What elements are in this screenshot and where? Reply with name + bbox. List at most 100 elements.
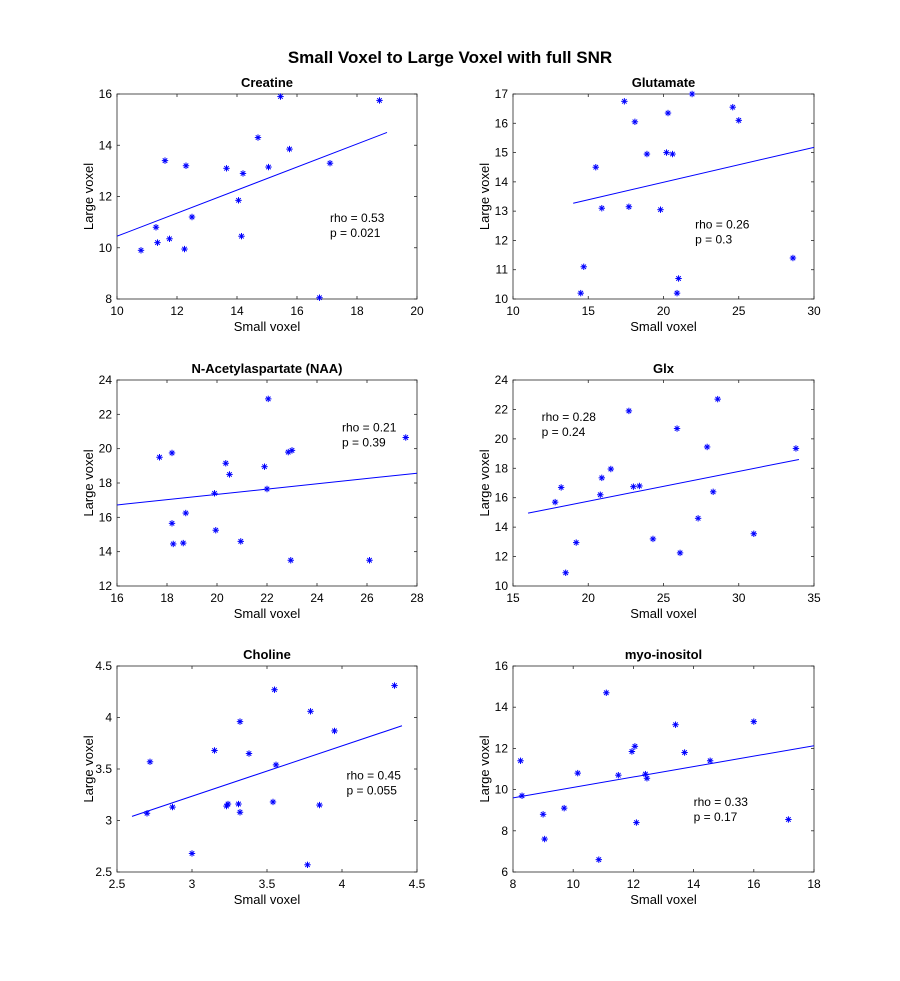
x-tick-label: 28 [410,591,424,605]
scatter-point [709,488,717,496]
y-tick-label: 10 [495,292,509,306]
scatter-point [673,425,681,432]
scatter-point [271,686,278,693]
plot-frame [512,93,815,300]
subplot-title: Creatine [241,75,293,90]
scatter-point [137,247,145,254]
y-tick-label: 17 [495,87,509,101]
y-tick-label: 16 [495,491,509,505]
y-tick-label: 16 [99,87,113,101]
scatter-point [597,491,604,498]
x-tick-label: 10 [110,304,124,318]
subplot-4: 15 20 25 30 35 10 12 14 16 18 20 22 24 Glx Small voxel… [477,361,821,621]
x-tick-label: 10 [567,877,581,891]
scatter-point [649,535,657,543]
scatter-point [224,800,232,808]
y-tick-label: 14 [99,545,113,559]
scatter-point [238,233,245,240]
scatter-point [265,395,272,403]
scatter-point [236,718,244,725]
scatter-point [573,539,580,546]
y-tick-label: 2.5 [95,865,112,879]
scatter-point [170,540,177,548]
x-axis-label: Small voxel [234,892,301,907]
scatter-point [307,708,314,715]
x-tick-label: 10 [506,304,520,318]
y-tick-label: 4 [105,711,112,725]
scatter-point [287,557,294,564]
y-tick-label: 10 [99,241,113,255]
x-axis-label: Small voxel [630,319,697,334]
subplot-2: 10 15 20 25 30 10 11 12 13 14 15 16 17 Glutamate Small… [477,75,821,334]
x-axis-label: Small voxel [630,892,697,907]
scatter-point [212,527,219,534]
y-tick-label: 24 [495,373,509,387]
x-tick-label: 14 [687,877,701,891]
x-tick-label: 4 [339,877,346,891]
x-tick-label: 25 [657,591,671,605]
scatter-point [598,205,605,212]
x-tick-label: 3 [189,877,196,891]
scatter-point [574,769,581,777]
scatter-point [188,850,196,857]
y-tick-label: 11 [496,263,509,277]
y-tick-label: 10 [495,579,509,593]
scatter-point [391,682,398,689]
x-tick-label: 30 [732,591,746,605]
scatter-point [580,263,587,270]
plot-frame [116,93,418,300]
scatter-point [402,434,409,441]
scatter-point [607,465,615,473]
scatter-point [675,275,682,282]
scatter-point [664,109,672,117]
x-tick-label: 18 [807,877,821,891]
scatter-point [636,482,643,490]
scatter-point [188,213,196,221]
y-tick-label: 12 [99,190,113,204]
scatter-point [657,206,664,213]
regression-line [131,725,403,817]
scatter-point [166,235,173,242]
x-tick-label: 8 [510,877,517,891]
scatter-point [694,515,702,522]
y-axis-label: Large voxel [81,163,96,230]
scatter-point [539,811,547,818]
y-tick-label: 6 [501,865,508,879]
scatter-point [518,792,526,799]
subplot-title: Glx [653,361,675,376]
y-tick-label: 14 [495,175,509,189]
y-tick-label: 12 [99,579,113,593]
rho-annotation: rho = 0.33 [694,795,749,809]
scatter-point [663,149,670,156]
scatter-point [304,861,311,868]
x-tick-label: 22 [260,591,274,605]
scatter-point [223,165,230,172]
scatter-point [598,474,605,482]
y-tick-label: 14 [495,520,509,534]
scatter-point [222,460,229,467]
y-tick-label: 16 [495,659,509,673]
plot-frame [512,379,815,587]
scatter-point [265,163,272,171]
scatter-point [714,395,721,403]
scatter-point [236,809,244,816]
plot-frame [512,665,815,873]
y-tick-label: 18 [99,476,113,490]
scatter-point [551,498,559,506]
subplot-title: Glutamate [632,75,696,90]
scatter-point [326,159,334,167]
x-tick-label: 30 [807,304,821,318]
p-value-annotation: p = 0.3 [695,233,732,247]
scatter-point [577,289,584,297]
y-tick-label: 16 [99,510,113,524]
x-tick-label: 2.5 [109,877,126,891]
scatter-point [181,245,188,253]
y-tick-label: 20 [99,442,113,456]
y-tick-label: 18 [495,461,509,475]
scatter-point [676,549,684,557]
x-tick-label: 14 [230,304,244,318]
y-tick-label: 22 [495,402,509,416]
x-axis-label: Small voxel [630,606,697,621]
scatter-point [146,758,154,765]
